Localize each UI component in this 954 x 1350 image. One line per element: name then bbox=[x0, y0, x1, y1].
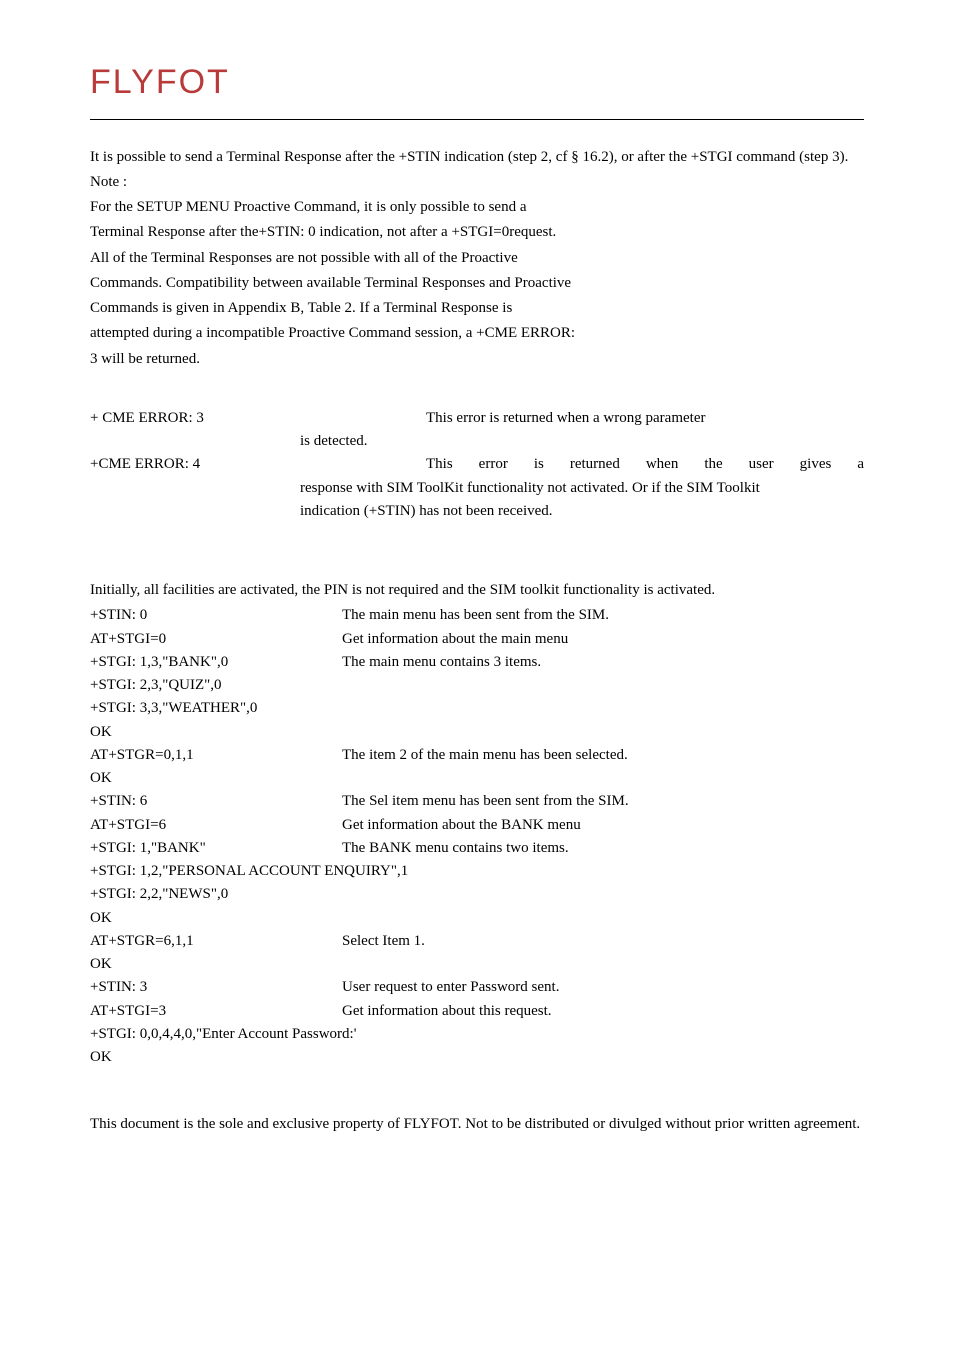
command-left: +STGI: 2,3,"QUIZ",0 bbox=[90, 674, 222, 697]
note-line-6: attempted during a incompatible Proactiv… bbox=[90, 322, 864, 345]
footer-text: This document is the sole and exclusive … bbox=[90, 1113, 864, 1136]
header-rule bbox=[90, 119, 864, 120]
command-row: +STIN: 0The main menu has been sent from… bbox=[90, 604, 864, 627]
command-row: AT+STGI=3Get information about this requ… bbox=[90, 1000, 864, 1023]
command-row: +STGI: 1,2,"PERSONAL ACCOUNT ENQUIRY",1 bbox=[90, 860, 864, 883]
command-right: The main menu contains 3 items. bbox=[342, 651, 864, 674]
command-right: Get information about the main menu bbox=[342, 628, 864, 651]
command-row: +STGI: 3,3,"WEATHER",0 bbox=[90, 697, 864, 720]
command-left: +STGI: 0,0,4,4,0,"Enter Account Password… bbox=[90, 1023, 356, 1046]
command-row: AT+STGR=6,1,1Select Item 1. bbox=[90, 930, 864, 953]
command-row: +STIN: 3User request to enter Password s… bbox=[90, 976, 864, 999]
command-left: AT+STGI=6 bbox=[90, 814, 342, 837]
note-line-2: Terminal Response after the+STIN: 0 indi… bbox=[90, 221, 864, 244]
command-left: +STIN: 3 bbox=[90, 976, 342, 999]
error-2-line-2: response with SIM ToolKit functionality … bbox=[300, 477, 864, 500]
command-row: +STIN: 6The Sel item menu has been sent … bbox=[90, 790, 864, 813]
command-row: OK bbox=[90, 767, 864, 790]
error-2-label: +CME ERROR: 4 bbox=[90, 453, 300, 476]
command-left: +STIN: 0 bbox=[90, 604, 342, 627]
session-intro: Initially, all facilities are activated,… bbox=[90, 579, 864, 602]
command-left: OK bbox=[90, 767, 112, 790]
error-row-2: +CME ERROR: 4 This error is returned whe… bbox=[90, 453, 864, 523]
command-right: Get information about the BANK menu bbox=[342, 814, 864, 837]
command-right: The Sel item menu has been sent from the… bbox=[342, 790, 864, 813]
command-left: OK bbox=[90, 907, 112, 930]
command-left: OK bbox=[90, 1046, 112, 1069]
note-label: Note : bbox=[90, 171, 864, 194]
error-1-line-2: is detected. bbox=[300, 433, 367, 449]
command-left: +STGI: 1,"BANK" bbox=[90, 837, 342, 860]
command-left: +STGI: 3,3,"WEATHER",0 bbox=[90, 697, 257, 720]
note-line-5: Commands is given in Appendix B, Table 2… bbox=[90, 297, 864, 320]
command-row: +STGI: 1,"BANK"The BANK menu contains tw… bbox=[90, 837, 864, 860]
note-line-4: Commands. Compatibility between availabl… bbox=[90, 272, 864, 295]
command-left: +STGI: 2,2,"NEWS",0 bbox=[90, 883, 228, 906]
command-left: AT+STGR=6,1,1 bbox=[90, 930, 342, 953]
note-line-1: For the SETUP MENU Proactive Command, it… bbox=[90, 196, 864, 219]
command-left: AT+STGI=0 bbox=[90, 628, 342, 651]
command-left: OK bbox=[90, 721, 112, 744]
session-table: +STIN: 0The main menu has been sent from… bbox=[90, 604, 864, 1069]
error-2-line-1: This error is returned when the user giv… bbox=[300, 453, 864, 476]
error-row-1: + CME ERROR: 3 This error is returned wh… bbox=[90, 407, 864, 454]
command-row: AT+STGI=0Get information about the main … bbox=[90, 628, 864, 651]
command-row: +STGI: 1,3,"BANK",0The main menu contain… bbox=[90, 651, 864, 674]
command-row: OK bbox=[90, 721, 864, 744]
intro-p1: It is possible to send a Terminal Respon… bbox=[90, 146, 864, 169]
command-right: Get information about this request. bbox=[342, 1000, 864, 1023]
command-row: +STGI: 2,3,"QUIZ",0 bbox=[90, 674, 864, 697]
command-right: User request to enter Password sent. bbox=[342, 976, 864, 999]
command-row: +STGI: 0,0,4,4,0,"Enter Account Password… bbox=[90, 1023, 864, 1046]
command-row: AT+STGI=6Get information about the BANK … bbox=[90, 814, 864, 837]
command-left: AT+STGR=0,1,1 bbox=[90, 744, 342, 767]
command-row: OK bbox=[90, 953, 864, 976]
command-right: Select Item 1. bbox=[342, 930, 864, 953]
error-2-line-3: indication (+STIN) has not been received… bbox=[300, 503, 553, 519]
command-row: OK bbox=[90, 907, 864, 930]
error-1-label: + CME ERROR: 3 bbox=[90, 407, 300, 430]
command-left: +STGI: 1,2,"PERSONAL ACCOUNT ENQUIRY",1 bbox=[90, 860, 408, 883]
command-left: +STIN: 6 bbox=[90, 790, 342, 813]
command-right: The main menu has been sent from the SIM… bbox=[342, 604, 864, 627]
command-left: AT+STGI=3 bbox=[90, 1000, 342, 1023]
command-row: +STGI: 2,2,"NEWS",0 bbox=[90, 883, 864, 906]
command-right: The BANK menu contains two items. bbox=[342, 837, 864, 860]
note-line-7: 3 will be returned. bbox=[90, 348, 864, 371]
note-line-3: All of the Terminal Responses are not po… bbox=[90, 247, 864, 270]
command-row: OK bbox=[90, 1046, 864, 1069]
logo: FLYFOT bbox=[90, 56, 864, 109]
command-left: OK bbox=[90, 953, 112, 976]
command-left: +STGI: 1,3,"BANK",0 bbox=[90, 651, 342, 674]
command-right: The item 2 of the main menu has been sel… bbox=[342, 744, 864, 767]
command-row: AT+STGR=0,1,1The item 2 of the main menu… bbox=[90, 744, 864, 767]
error-1-line-1: This error is returned when a wrong para… bbox=[300, 407, 864, 430]
